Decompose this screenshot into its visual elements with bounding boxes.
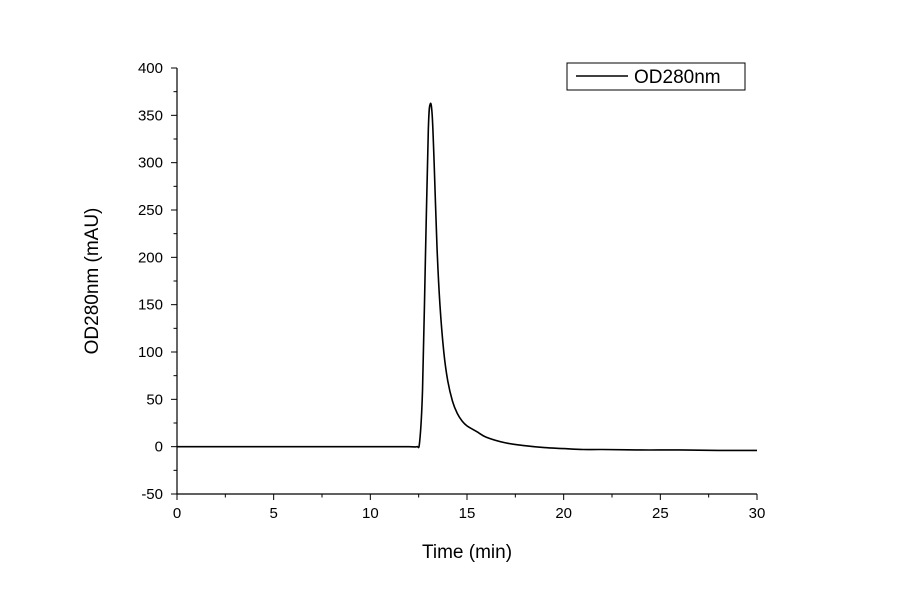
y-tick-label: -50	[141, 486, 163, 503]
y-tick-label: 400	[138, 60, 163, 77]
y-tick-label: 300	[138, 155, 163, 172]
x-tick-label: 20	[555, 505, 572, 522]
y-tick-label: 200	[138, 249, 163, 266]
ticks: 0 5 10 15 20 25 30 -50 0 50 100 150 200 250 300 350 400	[138, 60, 765, 522]
y-tick-label: 150	[138, 297, 163, 314]
y-tick-label: 250	[138, 202, 163, 219]
legend-label: OD280nm	[634, 67, 721, 88]
series-line-od280nm	[177, 102, 758, 452]
y-tick-label: 0	[155, 439, 163, 456]
x-axis-title: Time (min)	[422, 542, 512, 563]
y-axis-title: OD280nm (mAU)	[82, 208, 103, 355]
x-tick-label: 30	[749, 505, 766, 522]
axes	[176, 68, 757, 495]
plot-area	[177, 102, 758, 452]
y-tick-label: 100	[138, 344, 163, 361]
x-tick-label: 10	[362, 505, 379, 522]
x-tick-label: 25	[652, 505, 669, 522]
x-tick-label: 0	[173, 505, 181, 522]
x-tick-label: 5	[269, 505, 277, 522]
x-tick-label: 15	[459, 505, 476, 522]
y-tick-label: 350	[138, 107, 163, 124]
y-tick-label: 50	[146, 391, 163, 408]
legend: OD280nm	[566, 62, 746, 91]
